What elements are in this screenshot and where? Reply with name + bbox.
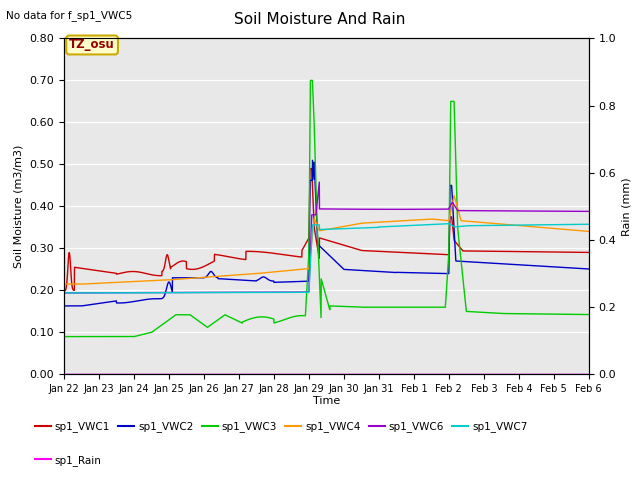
Text: No data for f_sp1_VWC5: No data for f_sp1_VWC5 (6, 10, 132, 21)
Legend: sp1_Rain: sp1_Rain (31, 451, 106, 470)
Text: Soil Moisture And Rain: Soil Moisture And Rain (234, 12, 406, 27)
Y-axis label: Soil Moisture (m3/m3): Soil Moisture (m3/m3) (14, 144, 24, 268)
Legend: sp1_VWC1, sp1_VWC2, sp1_VWC3, sp1_VWC4, sp1_VWC6, sp1_VWC7: sp1_VWC1, sp1_VWC2, sp1_VWC3, sp1_VWC4, … (31, 417, 532, 436)
Text: TZ_osu: TZ_osu (69, 38, 115, 51)
Y-axis label: Rain (mm): Rain (mm) (622, 177, 632, 236)
X-axis label: Time: Time (313, 396, 340, 406)
